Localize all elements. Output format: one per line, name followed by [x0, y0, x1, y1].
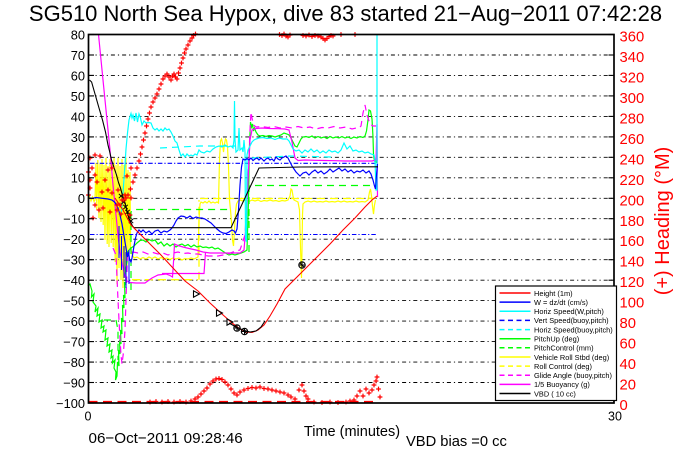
svg-text:70: 70 [71, 48, 85, 63]
svg-text:−100: −100 [56, 396, 85, 411]
svg-text:SG510 North Sea Hypox, dive 83: SG510 North Sea Hypox, dive 83 started 2… [29, 1, 662, 26]
svg-text:20: 20 [620, 378, 636, 394]
svg-text:−30: −30 [63, 253, 85, 268]
svg-text:1/5 Buoyancy (g): 1/5 Buoyancy (g) [534, 380, 590, 389]
svg-text:100: 100 [620, 296, 645, 312]
svg-text:−70: −70 [63, 335, 85, 350]
svg-text:Horiz Speed(buoy,pitch): Horiz Speed(buoy,pitch) [534, 325, 613, 334]
svg-text:−10: −10 [63, 212, 85, 227]
svg-text:20: 20 [71, 150, 85, 165]
svg-text:120: 120 [620, 275, 645, 291]
svg-text:PitchUp (deg): PitchUp (deg) [534, 335, 579, 344]
svg-text:PitchControl (mm): PitchControl (mm) [534, 344, 594, 353]
svg-text:VBD ( 10 cc): VBD ( 10 cc) [534, 389, 576, 398]
svg-text:30: 30 [608, 410, 622, 424]
svg-text:0: 0 [78, 191, 85, 206]
svg-text:360: 360 [620, 30, 645, 46]
svg-text:−80: −80 [63, 355, 85, 370]
svg-text:−50: −50 [63, 294, 85, 309]
svg-text:Height (1m): Height (1m) [534, 289, 573, 298]
svg-text:(+) Heading (°M): (+) Heading (°M) [652, 147, 674, 296]
svg-text:40: 40 [71, 109, 85, 124]
svg-text:−90: −90 [63, 375, 85, 390]
svg-text:180: 180 [620, 214, 645, 230]
svg-text:30: 30 [71, 130, 85, 145]
svg-text:−20: −20 [63, 232, 85, 247]
svg-text:VBD bias =0 cc: VBD bias =0 cc [406, 434, 507, 450]
svg-text:50: 50 [71, 89, 85, 104]
svg-text:300: 300 [620, 91, 645, 107]
svg-text:Vert Speed(buoy,pitch): Vert Speed(buoy,pitch) [534, 316, 609, 325]
svg-text:160: 160 [620, 234, 645, 250]
svg-text:−60: −60 [63, 314, 85, 329]
svg-text:220: 220 [620, 173, 645, 189]
svg-text:Time (minutes): Time (minutes) [304, 424, 400, 440]
svg-text:80: 80 [620, 316, 636, 332]
svg-text:0: 0 [85, 410, 92, 424]
svg-text:Horiz Speed(W,pitch): Horiz Speed(W,pitch) [534, 307, 604, 316]
svg-text:240: 240 [620, 152, 645, 168]
svg-text:200: 200 [620, 193, 645, 209]
svg-text:Vehicle Roll Stbd (deg): Vehicle Roll Stbd (deg) [534, 353, 609, 362]
svg-text:280: 280 [620, 111, 645, 127]
svg-text:260: 260 [620, 132, 645, 148]
svg-text:80: 80 [71, 27, 85, 42]
svg-text:340: 340 [620, 50, 645, 66]
svg-text:40: 40 [620, 357, 636, 373]
svg-text:Roll Control (deg): Roll Control (deg) [534, 362, 592, 371]
svg-text:60: 60 [71, 68, 85, 83]
svg-text:Glide Angle (buoy,pitch): Glide Angle (buoy,pitch) [534, 371, 612, 380]
svg-text:10: 10 [71, 171, 85, 186]
svg-text:0: 0 [620, 398, 628, 414]
svg-text:320: 320 [620, 70, 645, 86]
svg-text:06−Oct−2011 09:28:46: 06−Oct−2011 09:28:46 [89, 430, 243, 447]
svg-text:140: 140 [620, 255, 645, 271]
svg-text:W = dz/dt (cm/s): W = dz/dt (cm/s) [534, 298, 588, 307]
svg-text:−40: −40 [63, 273, 85, 288]
svg-text:60: 60 [620, 337, 636, 353]
